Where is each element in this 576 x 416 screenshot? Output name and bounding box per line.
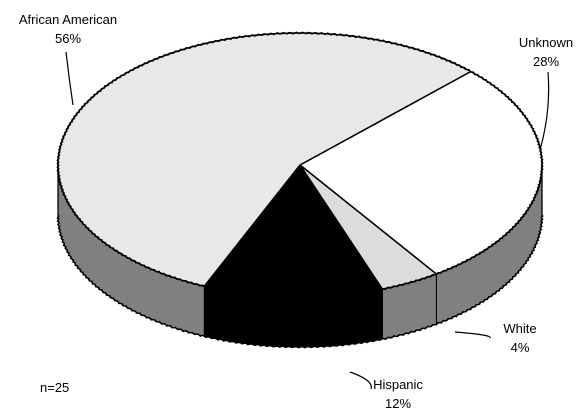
pie-rim xyxy=(56,31,544,349)
label-african-american-name: African American xyxy=(19,12,117,27)
leader-lines xyxy=(65,51,550,390)
label-white-name: White xyxy=(503,321,536,336)
leader-line-african-american xyxy=(65,51,74,106)
leader-line-white xyxy=(454,331,491,339)
leader-line-unknown xyxy=(539,71,550,151)
label-hispanic-value: 12% xyxy=(385,396,411,411)
pie-sides xyxy=(57,164,543,348)
leader-line-hispanic xyxy=(349,371,372,390)
sample-size-note: n=25 xyxy=(40,380,69,395)
label-hispanic-name: Hispanic xyxy=(373,377,423,392)
pie-labels: African American 56% Unknown 28% White 4% Hisp… xyxy=(19,12,573,411)
label-african-american-value: 56% xyxy=(55,31,81,46)
label-unknown-value: 28% xyxy=(533,54,559,69)
label-white-value: 4% xyxy=(511,340,530,355)
label-unknown-name: Unknown xyxy=(519,35,573,50)
pie-slices xyxy=(57,32,543,298)
pie-bottom-rim xyxy=(56,214,544,349)
